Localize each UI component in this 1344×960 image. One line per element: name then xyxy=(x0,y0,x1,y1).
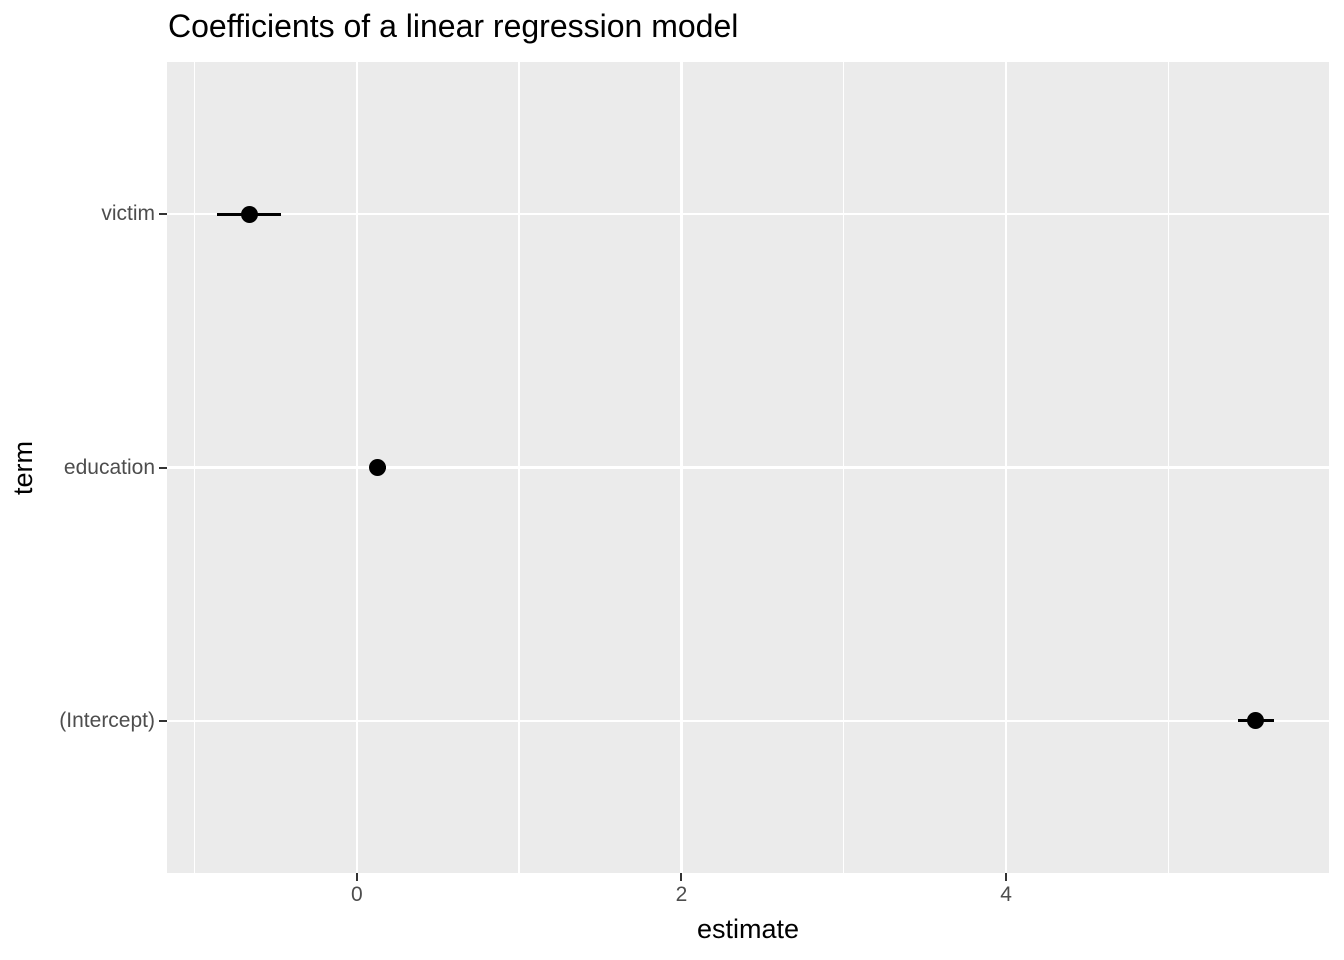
point-Intercept xyxy=(1247,712,1265,730)
y-tick-mark-victim xyxy=(159,213,167,216)
x-axis-title: estimate xyxy=(696,914,800,944)
y-tick-mark-Intercept xyxy=(159,719,167,722)
y-tick-label-victim: victim xyxy=(101,202,155,226)
y-tick-label-education: education xyxy=(63,455,155,479)
plot-panel xyxy=(167,62,1329,873)
x-tick-mark-2 xyxy=(680,873,683,881)
y-tick-label-Intercept: (Intercept) xyxy=(59,708,155,732)
major-gridline-y-victim xyxy=(167,212,1329,216)
major-gridline-y-Intercept xyxy=(167,719,1329,723)
x-tick-label-4: 4 xyxy=(1000,883,1012,906)
point-victim xyxy=(241,205,259,223)
x-tick-label-0: 0 xyxy=(351,883,363,906)
y-tick-mark-education xyxy=(159,466,167,469)
x-tick-label-2: 2 xyxy=(675,883,688,906)
plot-title: Coefficients of a linear regression mode… xyxy=(168,8,739,44)
point-education xyxy=(369,459,387,476)
x-tick-mark-4 xyxy=(1005,873,1008,881)
x-tick-mark-0 xyxy=(355,873,358,881)
major-gridline-y-education xyxy=(167,466,1329,469)
